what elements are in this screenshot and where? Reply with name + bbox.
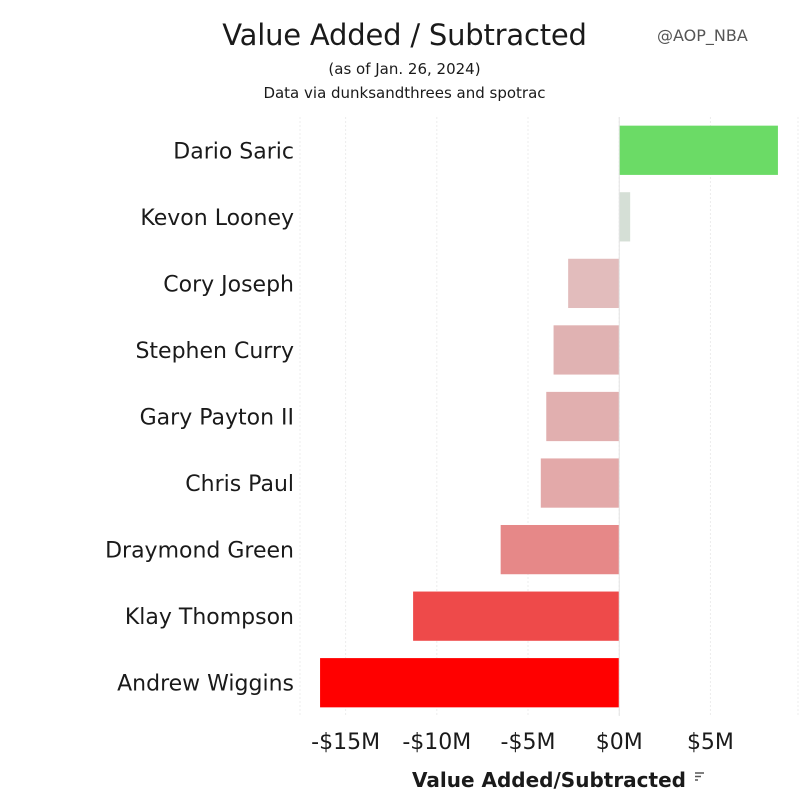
category-label: Chris Paul xyxy=(185,472,294,497)
category-label: Andrew Wiggins xyxy=(117,672,294,697)
bars xyxy=(320,125,778,708)
x-tick-label: -$15M xyxy=(311,730,380,755)
category-label: Kevon Looney xyxy=(140,206,294,231)
chart-source: Data via dunksandthrees and spotrac xyxy=(263,84,546,102)
category-label: Gary Payton II xyxy=(140,406,294,431)
x-tick-label: $5M xyxy=(687,730,734,755)
category-label: Stephen Curry xyxy=(135,339,294,364)
bar[interactable] xyxy=(546,391,620,442)
bar[interactable] xyxy=(619,125,778,175)
bar[interactable] xyxy=(540,458,620,508)
x-tick-label: $0M xyxy=(596,730,643,755)
category-label: Klay Thompson xyxy=(125,605,294,630)
x-tick-labels: -$15M -$10M -$5M $0M $5M xyxy=(311,730,734,755)
x-tick-label: -$10M xyxy=(402,730,471,755)
bar[interactable] xyxy=(320,658,620,708)
bar[interactable] xyxy=(413,591,620,641)
x-axis-title: Value Added/Subtracted xyxy=(412,768,686,792)
bar[interactable] xyxy=(619,192,631,242)
category-label: Draymond Green xyxy=(105,539,294,564)
category-label: Cory Joseph xyxy=(163,272,294,297)
chart-subtitle: (as of Jan. 26, 2024) xyxy=(328,60,481,78)
author-handle: @AOP_NBA xyxy=(657,26,748,45)
chart-title: Value Added / Subtracted xyxy=(222,18,587,52)
bar[interactable] xyxy=(568,258,620,309)
category-labels: Dario Saric Kevon Looney Cory Joseph Stephe… xyxy=(105,139,294,696)
sort-icon[interactable] xyxy=(695,772,704,781)
bar[interactable] xyxy=(553,325,620,375)
x-tick-label: -$5M xyxy=(501,730,556,755)
category-label: Dario Saric xyxy=(173,139,294,164)
bar[interactable] xyxy=(500,524,620,575)
